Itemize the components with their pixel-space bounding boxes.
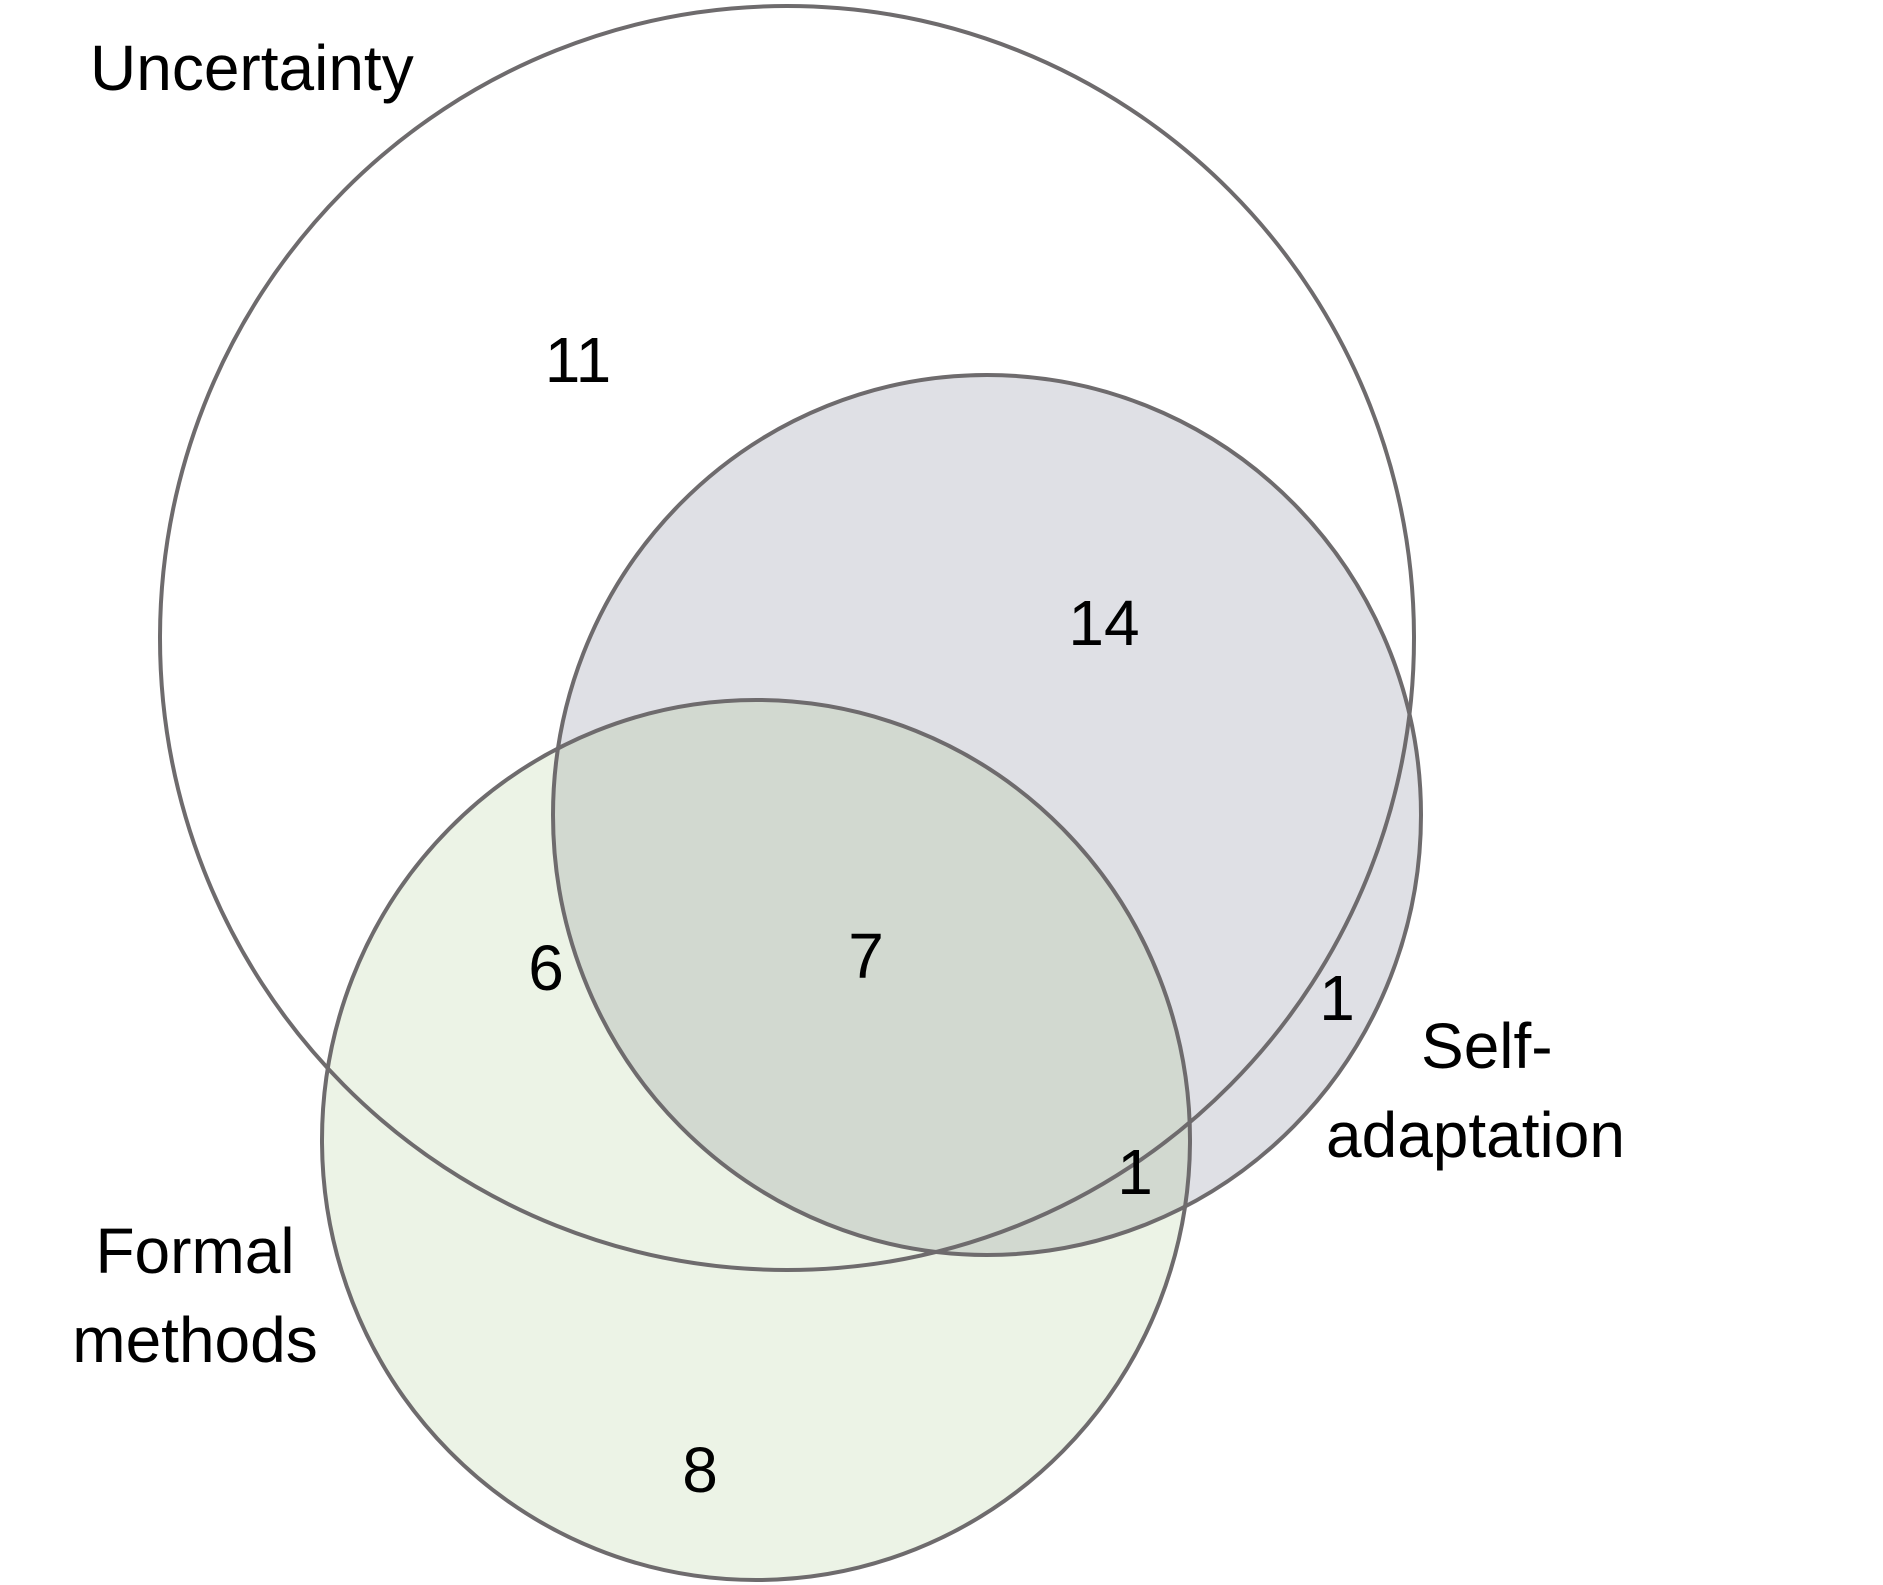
self-adaptation-label-line1: Self- <box>1421 1010 1553 1082</box>
formal-methods-label-line1: Formal <box>95 1215 294 1287</box>
count-self-adaptation-only: 1 <box>1319 962 1355 1034</box>
count-uncertainty-self-adaptation: 14 <box>1068 587 1139 659</box>
count-uncertainty-formal-methods: 6 <box>528 932 564 1004</box>
self-adaptation-label-line2: adaptation <box>1326 1099 1625 1171</box>
count-uncertainty-only: 11 <box>545 324 611 396</box>
uncertainty-circle <box>158 4 1416 1272</box>
self-adaptation-circle <box>551 373 1423 1257</box>
self-adaptation-formal-methods-overlap-fill <box>553 700 1190 1255</box>
count-formal-methods-only: 8 <box>682 1434 718 1506</box>
formal-methods-circle <box>320 698 1192 1582</box>
uncertainty-label: Uncertainty <box>90 32 414 104</box>
count-self-adaptation-formal-methods: 1 <box>1117 1136 1153 1208</box>
formal-methods-label-line2: methods <box>72 1304 317 1376</box>
count-all-three: 7 <box>848 920 884 992</box>
